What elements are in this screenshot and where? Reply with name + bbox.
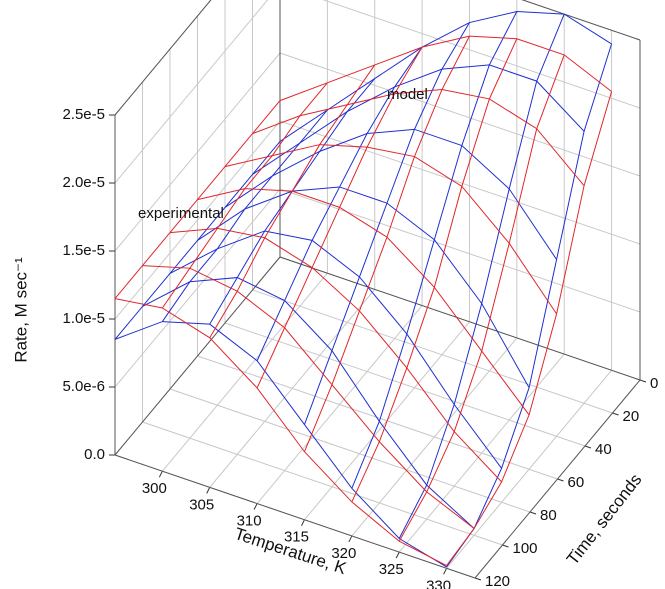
surface-line [398,13,565,539]
x-tick [348,535,353,543]
y-tick-label: 80 [540,507,557,524]
axis-line [279,256,641,381]
surface-line [224,144,557,315]
surface-line [197,188,530,416]
x-tick-label: 305 [189,496,214,513]
axis-title: Rate, M sec⁻¹ [11,257,30,363]
surface-line [142,265,475,529]
axis-line [474,379,641,579]
y-tick-label: 20 [623,408,640,425]
grid-line [114,0,641,184]
series-label: experimental [138,205,224,222]
y-tick-label: 100 [513,540,538,557]
x-tick-label: 325 [379,561,404,578]
z-tick-label: 0.0 [84,446,105,463]
surface-line [224,128,557,260]
grid-line [142,421,503,546]
y-tick [474,577,482,581]
surface-line [252,64,585,175]
axis-line [114,0,212,116]
x-tick [253,503,258,510]
surface-line [351,38,518,503]
z-tick-label: 5.0e-6 [62,378,105,395]
x-tick [443,568,448,575]
x-tick-label: 330 [426,577,451,589]
surface-line [161,109,328,322]
x-tick [395,551,400,559]
y-tick [612,412,619,416]
surface-line [351,11,518,489]
x-tick-label: 300 [142,480,167,497]
z-tick-label: 1.0e-5 [62,310,105,327]
grid-line [169,388,531,513]
x-tick [206,487,211,494]
surface-line [446,91,613,566]
y-tick-label: 60 [568,474,585,491]
surface-line [114,298,447,567]
x-tick-label: 320 [331,545,356,562]
surface-line [256,46,423,389]
surface-line [279,11,612,142]
surface-line [256,46,423,361]
surface-line [209,64,376,339]
x-tick-label: 315 [284,529,309,546]
z-tick-label: 2.0e-5 [62,174,105,191]
y-tick-label: 40 [595,441,612,458]
axis-line [114,454,476,579]
surface-line [304,35,470,452]
x-tick [158,470,163,478]
y-tick [502,544,509,548]
surface-line [252,89,585,187]
y-tick [529,511,537,515]
axis-line [521,0,641,41]
surface-line [114,141,281,340]
surface-line [279,35,612,102]
z-tick-label: 2.5e-5 [62,106,105,123]
surface-line [161,82,328,309]
surface-line [169,230,502,469]
surface-line [114,321,447,568]
surface-line [169,227,502,483]
y-tick-label: 120 [485,573,510,589]
surface-line [114,100,281,299]
y-tick [557,478,564,482]
grid-line [197,355,558,480]
grid-line [224,322,586,447]
grid-line [252,289,613,414]
x-tick-label: 310 [237,513,262,530]
z-tick-label: 1.5e-5 [62,242,105,259]
y-tick-label: 0 [650,375,658,392]
surface-line [197,186,530,388]
surface-line [398,54,565,542]
surface-line [142,277,475,529]
y-tick [584,445,592,449]
x-tick [301,519,305,526]
series-label: model [387,86,428,103]
axis-line [114,256,281,456]
y-tick [639,379,647,383]
surface-line [446,43,613,568]
surface-line [304,22,470,425]
